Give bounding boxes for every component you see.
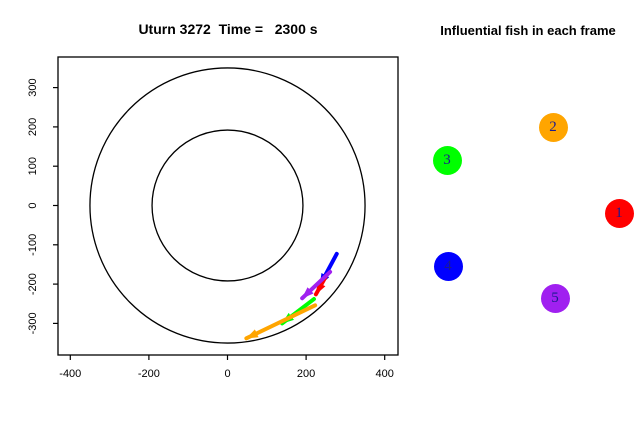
x-axis-tick-label: 200: [297, 368, 315, 380]
left-plot-title: Uturn 3272 Time = 2300 s: [138, 21, 318, 37]
fish-marker-number: 2: [549, 118, 557, 135]
plot-border: [57, 56, 399, 356]
y-axis-tick-label: 200: [27, 118, 39, 136]
y-axis-tick-label: 300: [27, 78, 39, 96]
x-axis-tick-label: -400: [59, 368, 81, 380]
fish-marker-number: 5: [551, 289, 559, 306]
y-axis-tick-label: 0: [27, 202, 39, 208]
x-axis-tick-label: 400: [376, 368, 394, 380]
fish-marker-1: 1: [604, 198, 634, 228]
y-axis-tick-label: -200: [27, 273, 39, 295]
fish-marker-number: 1: [615, 204, 623, 221]
y-axis-tick-label: 100: [27, 157, 39, 175]
fish-marker-5: 5: [540, 283, 570, 313]
fish-marker-2: 2: [538, 112, 568, 142]
y-axis-tick-label: -100: [27, 234, 39, 256]
tank-inner-wall: [151, 129, 304, 282]
tank-trajectory-plot: -400 -200 0 200 400 300 200 100 0 -100 -200 -300: [27, 56, 399, 380]
fish-marker-number: 4: [444, 257, 452, 274]
fish-marker-4: 4: [433, 251, 463, 281]
y-axis-tick-label: -300: [27, 312, 39, 334]
tank-outer-wall: [89, 67, 366, 344]
right-panel-title: Influential fish in each frame: [440, 23, 616, 38]
fish-marker-number: 3: [443, 151, 451, 168]
x-axis-tick-label: -200: [138, 368, 160, 380]
fish-velocity-arrow-2: [244, 303, 318, 341]
fish-marker-3: 3: [432, 145, 462, 175]
fish-velocity-arrow-5: [300, 269, 333, 301]
x-axis-tick-label: 0: [224, 368, 230, 380]
